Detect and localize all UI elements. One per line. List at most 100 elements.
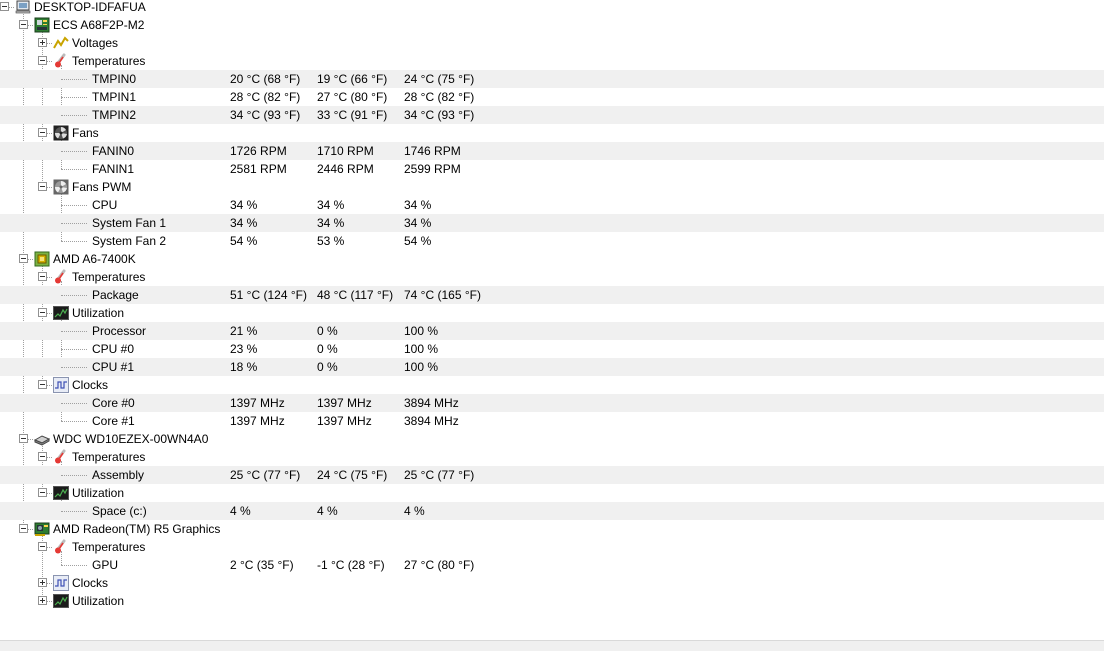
sensor-name: Core #1 <box>92 414 135 428</box>
utilization-icon <box>53 593 69 609</box>
tree-connector <box>61 349 87 350</box>
tree-node[interactable]: Temperatures <box>0 268 1104 286</box>
minus-glyph <box>40 456 45 457</box>
collapse-toggle[interactable] <box>38 380 47 389</box>
sensor-row[interactable]: Processor 21 % 0 % 100 % <box>0 322 1104 340</box>
value-current: 2581 RPM <box>230 162 287 176</box>
value-min: 1397 MHz <box>317 414 372 428</box>
collapse-toggle[interactable] <box>19 524 28 533</box>
tree-connector <box>61 79 87 80</box>
collapse-toggle[interactable] <box>38 56 47 65</box>
tree-connector <box>61 403 87 404</box>
minus-glyph <box>21 24 26 25</box>
sensor-row[interactable]: Core #0 1397 MHz 1397 MHz 3894 MHz <box>0 394 1104 412</box>
tree-connector <box>61 511 87 512</box>
value-min: 1397 MHz <box>317 396 372 410</box>
sensor-row[interactable]: GPU 2 °C (35 °F) -1 °C (28 °F) 27 °C (80 °F… <box>0 556 1104 574</box>
value-min: -1 °C (28 °F) <box>317 558 385 572</box>
tree-node[interactable]: DESKTOP-IDFAFUA <box>0 0 1104 16</box>
tree-node[interactable]: Temperatures <box>0 448 1104 466</box>
tree-node[interactable]: ECS A68F2P-M2 <box>0 16 1104 34</box>
value-min: 4 % <box>317 504 338 518</box>
collapse-toggle[interactable] <box>38 128 47 137</box>
sensor-name: System Fan 1 <box>92 216 167 230</box>
minus-glyph <box>40 312 45 313</box>
tree-node[interactable]: Clocks <box>0 574 1104 592</box>
tree-node[interactable]: Utilization <box>0 304 1104 322</box>
sensor-name: CPU #1 <box>92 360 135 374</box>
tree-connector <box>61 241 87 242</box>
value-current: 21 % <box>230 324 258 338</box>
value-min: 48 °C (117 °F) <box>317 288 394 302</box>
collapse-toggle[interactable] <box>38 272 47 281</box>
collapse-toggle[interactable] <box>19 20 28 29</box>
tree-node[interactable]: Voltages <box>0 34 1104 52</box>
tree-node[interactable]: Temperatures <box>0 52 1104 70</box>
tree-node[interactable]: Clocks <box>0 376 1104 394</box>
tree-node[interactable]: WDC WD10EZEX-00WN4A0 <box>0 430 1104 448</box>
utilization-icon <box>53 305 69 321</box>
sensor-name: TMPIN2 <box>92 108 137 122</box>
expand-toggle[interactable] <box>38 38 47 47</box>
tree-connector <box>42 43 52 44</box>
tree-node[interactable]: Fans <box>0 124 1104 142</box>
collapse-toggle[interactable] <box>19 434 28 443</box>
sensor-row[interactable]: CPU #0 23 % 0 % 100 % <box>0 340 1104 358</box>
minus-glyph <box>21 528 26 529</box>
sensor-row[interactable]: Assembly 25 °C (77 °F) 24 °C (75 °F) 25 °C … <box>0 466 1104 484</box>
tree-node[interactable]: Utilization <box>0 484 1104 502</box>
sensor-row[interactable]: Package 51 °C (124 °F) 48 °C (117 °F) 74 °C… <box>0 286 1104 304</box>
collapse-toggle[interactable] <box>38 542 47 551</box>
sensor-name: FANIN1 <box>92 162 135 176</box>
value-min: 0 % <box>317 360 338 374</box>
tree-connector <box>61 205 87 206</box>
value-current: 1726 RPM <box>230 144 287 158</box>
node-label: Fans PWM <box>72 180 132 194</box>
minus-glyph <box>2 6 7 7</box>
value-min: 2446 RPM <box>317 162 374 176</box>
sensor-row[interactable]: Space (c:) 4 % 4 % 4 % <box>0 502 1104 520</box>
tree-connector <box>61 565 87 566</box>
value-current: 4 % <box>230 504 251 518</box>
expand-toggle[interactable] <box>38 578 47 587</box>
horizontal-scrollbar[interactable] <box>0 640 1104 651</box>
tree-node[interactable]: AMD A6-7400K <box>0 250 1104 268</box>
tree-connector <box>42 133 52 134</box>
node-label: Utilization <box>72 594 125 608</box>
value-max: 3894 MHz <box>404 396 459 410</box>
sensor-name: TMPIN0 <box>92 72 137 86</box>
value-current: 28 °C (82 °F) <box>230 90 301 104</box>
sensor-name: GPU <box>92 558 119 572</box>
expand-toggle[interactable] <box>38 596 47 605</box>
tree-node[interactable]: Fans PWM <box>0 178 1104 196</box>
sensor-row[interactable]: System Fan 1 34 % 34 % 34 % <box>0 214 1104 232</box>
sensor-row[interactable]: FANIN0 1726 RPM 1710 RPM 1746 RPM <box>0 142 1104 160</box>
value-max: 100 % <box>404 342 439 356</box>
sensor-row[interactable]: TMPIN0 20 °C (68 °F) 19 °C (66 °F) 24 °C (7… <box>0 70 1104 88</box>
sensor-row[interactable]: CPU 34 % 34 % 34 % <box>0 196 1104 214</box>
tree-node[interactable]: Utilization <box>0 592 1104 610</box>
collapse-toggle[interactable] <box>19 254 28 263</box>
tree-node[interactable]: Temperatures <box>0 538 1104 556</box>
tree-node[interactable]: AMD Radeon(TM) R5 Graphics <box>0 520 1104 538</box>
sensor-row[interactable]: System Fan 2 54 % 53 % 54 % <box>0 232 1104 250</box>
hard-drive-icon <box>34 431 50 447</box>
node-label: ECS A68F2P-M2 <box>53 18 145 32</box>
sensor-row[interactable]: TMPIN1 28 °C (82 °F) 27 °C (80 °F) 28 °C (8… <box>0 88 1104 106</box>
sensor-row[interactable]: TMPIN2 34 °C (93 °F) 33 °C (91 °F) 34 °C (9… <box>0 106 1104 124</box>
collapse-toggle[interactable] <box>38 182 47 191</box>
collapse-toggle[interactable] <box>38 452 47 461</box>
tree-connector <box>61 475 87 476</box>
collapse-toggle[interactable] <box>38 488 47 497</box>
graphics-card-icon <box>34 521 50 537</box>
tree-guide-line <box>61 551 62 565</box>
tree-connector <box>42 493 52 494</box>
collapse-toggle[interactable] <box>38 308 47 317</box>
sensor-row[interactable]: CPU #1 18 % 0 % 100 % <box>0 358 1104 376</box>
value-min: 34 % <box>317 216 345 230</box>
collapse-toggle[interactable] <box>0 2 9 11</box>
node-label: Fans <box>72 126 99 140</box>
sensor-row[interactable]: FANIN1 2581 RPM 2446 RPM 2599 RPM <box>0 160 1104 178</box>
value-max: 25 °C (77 °F) <box>404 468 475 482</box>
sensor-row[interactable]: Core #1 1397 MHz 1397 MHz 3894 MHz <box>0 412 1104 430</box>
